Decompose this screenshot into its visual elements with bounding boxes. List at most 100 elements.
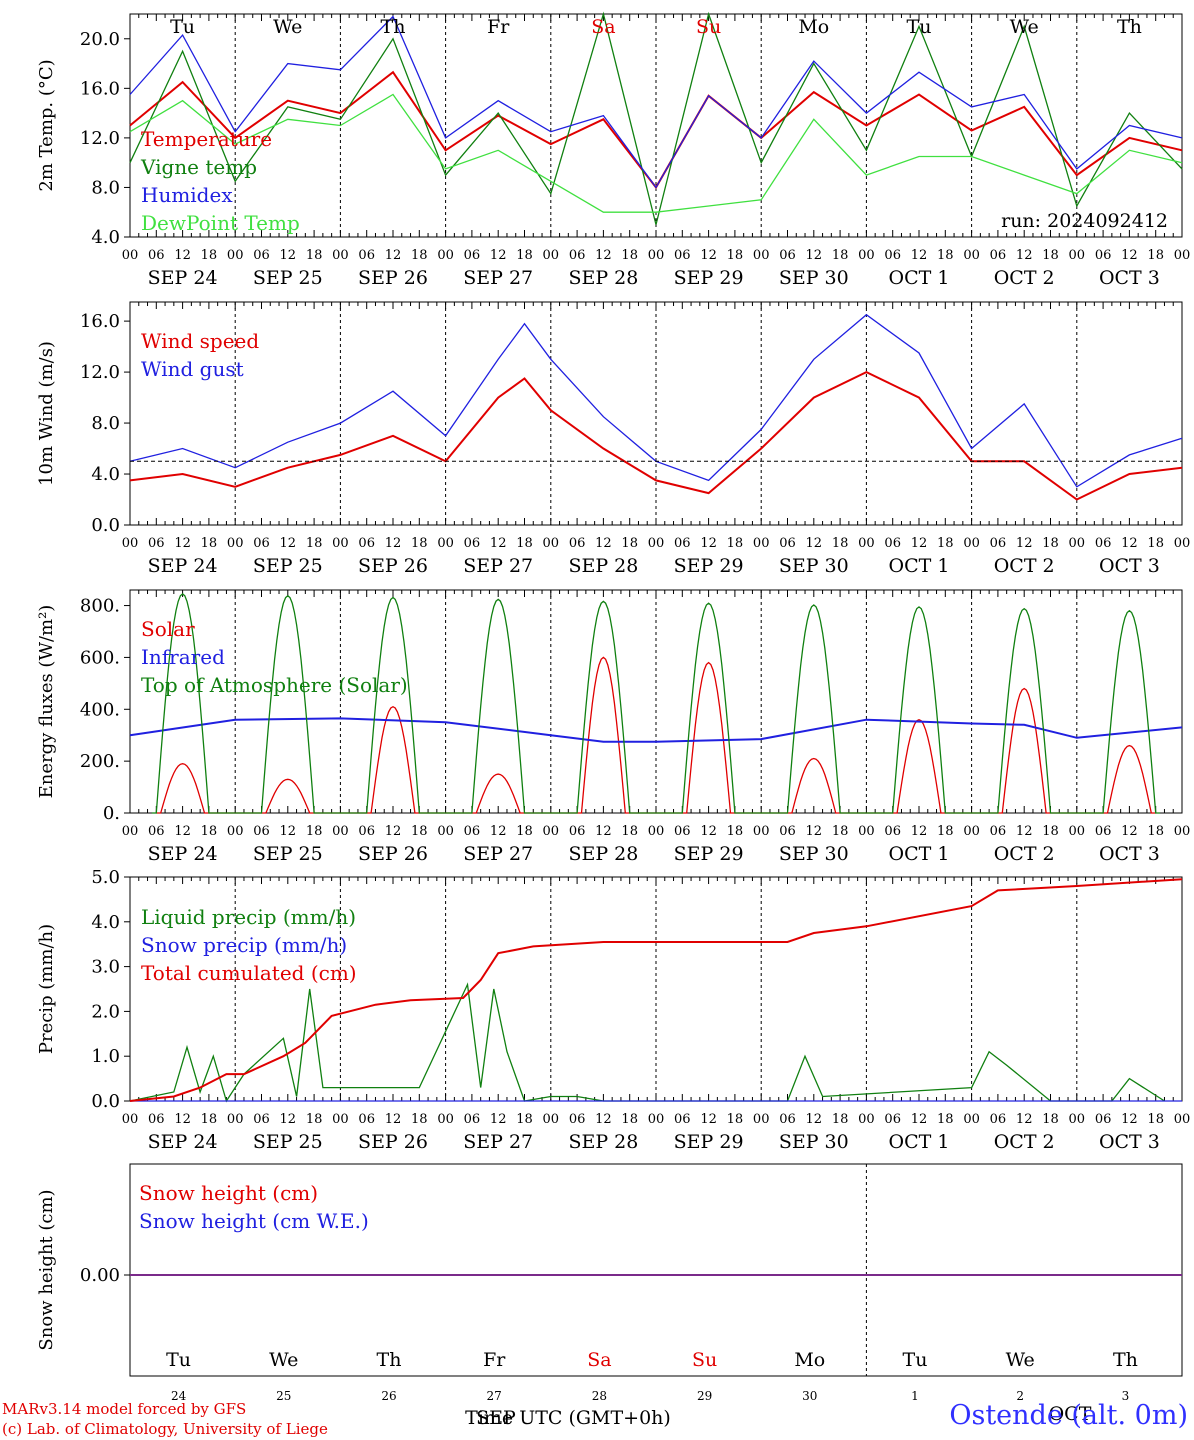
- hour-tick-label: 18: [832, 824, 849, 839]
- hour-tick-label: 00: [1174, 824, 1191, 839]
- y-tick-label: 800.: [80, 596, 120, 617]
- hour-tick-label: 12: [700, 1112, 717, 1127]
- y-tick-label: 12.0: [80, 128, 120, 149]
- y-tick-label: 0.0: [91, 1091, 120, 1112]
- series-line-dewpoint: [129, 93, 1183, 213]
- hour-tick-label: 12: [911, 536, 928, 551]
- day-label: OCT 2: [994, 843, 1055, 865]
- hour-tick-label: 18: [621, 824, 638, 839]
- hour-tick-label: 00: [227, 248, 244, 263]
- series-line-vigne: [129, 11, 1183, 225]
- hour-tick-label: 12: [700, 536, 717, 551]
- day-label: SEP 30: [779, 1131, 849, 1153]
- panel-frame: [129, 13, 1183, 238]
- hour-tick-label: 12: [1121, 824, 1138, 839]
- hour-tick-label: 18: [937, 1112, 954, 1127]
- hour-tick-label: 12: [385, 536, 402, 551]
- hour-tick-label: 00: [1174, 248, 1191, 263]
- hour-tick-label: 06: [253, 824, 270, 839]
- hour-tick-label: 12: [595, 1112, 612, 1127]
- hour-tick-label: 06: [1095, 824, 1112, 839]
- hour-tick-label: 00: [227, 536, 244, 551]
- hour-tick-label: 00: [543, 536, 560, 551]
- hour-tick-label: 18: [1042, 248, 1059, 263]
- y-axis-label: 10m Wind (m/s): [36, 341, 57, 486]
- legend-entry: Snow precip (mm/h): [141, 933, 347, 957]
- y-tick-label: 16.0: [80, 311, 120, 332]
- hour-tick-label: 06: [464, 824, 481, 839]
- day-label: SEP 25: [253, 555, 323, 577]
- y-tick-label: 1.0: [91, 1046, 120, 1067]
- hour-tick-label: 18: [621, 248, 638, 263]
- series-line-wind: [129, 313, 1183, 488]
- series-line-total: [129, 878, 1183, 1102]
- day-label: SEP 25: [253, 267, 323, 289]
- hour-tick-label: 06: [779, 536, 796, 551]
- hour-tick-label: 06: [253, 1112, 270, 1127]
- day-label: SEP 27: [463, 267, 533, 289]
- weekday-label: Th: [1117, 16, 1142, 38]
- hour-tick-label: 00: [332, 248, 349, 263]
- hour-tick-label: 06: [779, 824, 796, 839]
- series-line-top: [151, 593, 1161, 814]
- legend-entry: Snow height (cm W.E.): [139, 1209, 369, 1233]
- day-label: SEP 30: [779, 555, 849, 577]
- hour-tick-label: 18: [306, 536, 323, 551]
- hour-tick-label: 06: [779, 248, 796, 263]
- day-label: OCT 3: [1099, 1131, 1160, 1153]
- day-label: OCT 3: [1099, 555, 1160, 577]
- hour-tick-label: 06: [148, 248, 165, 263]
- y-axis-label: Energy fluxes (W/m²): [36, 605, 57, 799]
- hour-tick-label: 18: [1147, 536, 1164, 551]
- legend-entry: Liquid precip (mm/h): [141, 905, 356, 929]
- hour-tick-label: 00: [963, 536, 980, 551]
- y-tick-label: 8.0: [91, 413, 120, 434]
- hour-tick-label: 06: [358, 1112, 375, 1127]
- hour-tick-label: 00: [437, 824, 454, 839]
- hour-tick-label: 12: [1121, 1112, 1138, 1127]
- y-tick-label: 4.0: [91, 912, 120, 933]
- run-label: run: 2024092412: [1001, 210, 1168, 232]
- hour-tick-label: 00: [858, 824, 875, 839]
- hour-tick-label: 00: [648, 1112, 665, 1127]
- day-label: SEP 24: [148, 555, 218, 577]
- day-label: OCT 3: [1099, 267, 1160, 289]
- hour-tick-label: 12: [385, 248, 402, 263]
- hour-tick-label: 00: [648, 536, 665, 551]
- hour-tick-label: 06: [884, 1112, 901, 1127]
- hour-tick-label: 12: [174, 536, 191, 551]
- hour-tick-label: 12: [1121, 248, 1138, 263]
- legend-entry: Total cumulated (cm): [141, 961, 357, 985]
- hour-tick-label: 06: [1095, 248, 1112, 263]
- credit-line-1: MARv3.14 model forced by GFS: [2, 1400, 247, 1418]
- legend-entry: Wind speed: [141, 329, 259, 353]
- hour-tick-label: 06: [990, 1112, 1007, 1127]
- hour-tick-label: 06: [990, 248, 1007, 263]
- hour-tick-label: 12: [700, 248, 717, 263]
- day-label: SEP 26: [358, 555, 428, 577]
- hour-tick-label: 18: [937, 824, 954, 839]
- weekday-label: Th: [381, 16, 406, 38]
- y-tick-label: 600.: [80, 647, 120, 668]
- hour-tick-label: 18: [306, 248, 323, 263]
- hour-tick-label: 00: [543, 248, 560, 263]
- hour-tick-label: 06: [884, 824, 901, 839]
- hour-tick-label: 18: [832, 536, 849, 551]
- hour-tick-label: 18: [516, 536, 533, 551]
- hour-tick-label: 18: [1147, 1112, 1164, 1127]
- hour-tick-label: 18: [411, 536, 428, 551]
- hour-tick-label: 12: [911, 1112, 928, 1127]
- day-label: SEP 26: [358, 1131, 428, 1153]
- hour-tick-label: 06: [148, 1112, 165, 1127]
- weekday-label: Tu: [170, 16, 195, 38]
- weekday-label: We: [1010, 16, 1039, 38]
- hour-tick-label: 00: [858, 536, 875, 551]
- y-tick-label: 0.0: [91, 515, 120, 536]
- day-number-label: 27: [487, 1389, 502, 1403]
- day-label: SEP 27: [463, 1131, 533, 1153]
- hour-tick-label: 12: [385, 824, 402, 839]
- day-label: OCT 2: [994, 555, 1055, 577]
- hour-tick-label: 12: [490, 536, 507, 551]
- weekday-label: Sa: [587, 1349, 611, 1371]
- hour-tick-label: 18: [1042, 824, 1059, 839]
